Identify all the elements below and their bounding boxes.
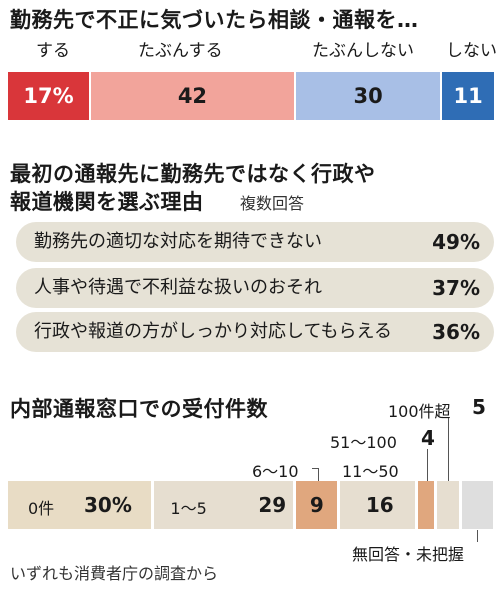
top-seg-tabun-shinai: 30 [295, 72, 441, 120]
bottom-seg-unknown [461, 481, 493, 529]
top-seg-suru: 17% [8, 72, 89, 120]
label-11-50: 11～50 [342, 462, 399, 481]
section1-title: 勤務先で不正に気づいたら相談・通報を… [10, 8, 419, 32]
section2-title-line2: 報道機関を選ぶ理由 [10, 190, 204, 214]
top-value-suru: 17% [23, 84, 74, 108]
value-100plus: 5 [472, 395, 486, 419]
reason-pct: 49% [432, 230, 480, 254]
label-unknown: 無回答・未把握 [352, 545, 465, 564]
seg-value-6-10: 9 [309, 493, 324, 517]
bottom-seg-100plus [437, 481, 459, 529]
bottom-seg-1-5: 1～5 29 [154, 481, 293, 529]
bottom-seg-0: 0件 30% [8, 481, 152, 529]
label-tabun-shinai: たぶんしない [312, 41, 414, 61]
reason-pct: 37% [432, 276, 480, 300]
bottom-seg-6-10: 9 [295, 481, 337, 529]
seg-label-0: 0件 [28, 499, 55, 518]
label-100plus: 100件超 [388, 402, 451, 421]
reason-row: 人事や待遇で不利益な扱いのおそれ 37% [16, 268, 494, 308]
source-note: いずれも消費者庁の調査から [10, 564, 219, 583]
value-51-100: 4 [421, 426, 435, 450]
seg-value-1-5: 29 [258, 493, 287, 517]
reason-row: 行政や報道の方がしっかり対応してもらえる 36% [16, 312, 494, 352]
reason-label: 人事や待遇で不利益な扱いのおそれ [34, 277, 322, 298]
reason-pct: 36% [432, 320, 480, 344]
bottom-seg-11-50: 16 [339, 481, 415, 529]
label-6-10: 6～10 [252, 462, 299, 481]
label-suru: する [36, 41, 70, 61]
top-value-shinai: 11 [453, 84, 483, 108]
section2-title-line1: 最初の通報先に勤務先ではなく行政や [10, 162, 376, 186]
label-shinai: しない [446, 41, 497, 61]
reason-label: 行政や報道の方がしっかり対応してもらえる [34, 321, 393, 342]
seg-value-0: 30% [84, 493, 132, 517]
reason-label: 勤務先の適切な対応を期待できない [34, 231, 322, 252]
top-seg-tabun-suru: 42 [90, 72, 294, 120]
bottom-seg-51-100 [417, 481, 435, 529]
label-51-100: 51～100 [330, 433, 397, 452]
top-value-tabun-suru: 42 [177, 84, 208, 108]
seg-value-11-50: 16 [365, 493, 394, 517]
seg-label-1-5: 1～5 [170, 499, 207, 518]
section2-note: 複数回答 [240, 194, 305, 213]
reason-row: 勤務先の適切な対応を期待できない 49% [16, 222, 494, 262]
section3-title: 内部通報窓口での受付件数 [10, 397, 268, 421]
top-seg-shinai: 11 [442, 72, 494, 120]
label-tabun-suru: たぶんする [138, 41, 223, 61]
top-value-tabun-shinai: 30 [353, 84, 383, 108]
